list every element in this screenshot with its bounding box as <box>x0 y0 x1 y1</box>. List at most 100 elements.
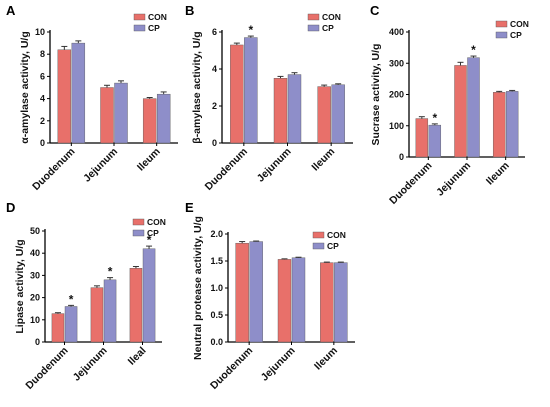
bar-cp-jejunum <box>114 82 128 144</box>
x-tick-label: Duodenum <box>203 146 250 193</box>
bar-cp-jejunum <box>467 57 480 158</box>
x-tick-label: Duodenum <box>30 146 77 193</box>
x-tick-label: Jejunum <box>255 146 294 185</box>
y-tick-label: 50 <box>30 226 40 236</box>
legend-swatch-cp <box>307 24 320 32</box>
y-tick-label: 6 <box>40 71 45 81</box>
y-tick-label: 0 <box>35 337 40 347</box>
panel-label-e: E <box>185 200 194 215</box>
y-tick-label: 0.5 <box>210 310 223 320</box>
y-tick-label: 300 <box>389 58 404 68</box>
bar-cp-jejunum <box>291 257 306 343</box>
x-tick-label: Duodenum <box>387 160 434 207</box>
y-tick-label: 4 <box>40 94 45 104</box>
significance-mark: * <box>147 233 152 247</box>
legend-swatch-con <box>495 20 508 28</box>
bar-con-jejunum <box>277 259 292 343</box>
bar-cp-jejunum <box>103 279 117 343</box>
legend-label-cp: CP <box>147 228 159 238</box>
legend-swatch-con <box>132 218 145 226</box>
x-tick-label: Ileum <box>309 146 337 174</box>
legend-label-cp: CP <box>322 23 334 33</box>
bar-cp-duodenum <box>428 124 442 158</box>
panel-label-c: C <box>370 3 380 18</box>
bar-con-ileum <box>317 86 331 144</box>
legend-swatch-con <box>307 13 320 21</box>
significance-mark: * <box>248 23 253 37</box>
bar-cp-ileum <box>334 262 348 343</box>
bar-con-ileum <box>142 98 157 144</box>
bar-con-duodenum <box>51 313 65 343</box>
bar-con-duodenum <box>235 242 249 343</box>
y-tick-label: 40 <box>30 248 40 258</box>
bar-con-jejunum <box>100 87 114 144</box>
legend-swatch-con <box>312 231 325 239</box>
significance-mark: * <box>69 292 74 306</box>
legend-label-con: CON <box>327 230 346 240</box>
bar-con-duodenum <box>57 49 72 144</box>
bar-con-duodenum <box>415 118 429 158</box>
x-tick-label: Jejunum <box>259 345 298 384</box>
bar-cp-ileal <box>142 248 156 343</box>
x-tick-label: Duodenum <box>23 345 70 392</box>
y-tick-label: 8 <box>40 49 45 59</box>
y-tick-label: 2 <box>40 116 45 126</box>
x-tick-label: Ileum <box>484 160 512 188</box>
y-tick-label: 4 <box>212 64 217 74</box>
y-tick-label: 30 <box>30 270 40 280</box>
bar-con-duodenum <box>230 44 244 144</box>
x-tick-label: Ileal <box>126 345 149 368</box>
bar-con-ileal <box>129 268 143 343</box>
legend-swatch-cp <box>132 229 145 237</box>
significance-mark: * <box>471 43 476 57</box>
legend-label-con: CON <box>148 12 167 22</box>
y-tick-label: 0 <box>40 138 45 148</box>
bar-cp-duodenum <box>64 306 78 343</box>
panel-label-b: B <box>185 3 194 18</box>
x-tick-label: Ileum <box>135 146 163 174</box>
y-tick-label: 0.0 <box>210 337 223 347</box>
bar-cp-ileum <box>505 91 519 158</box>
y-axis-title-d: Lipase activity, U/g <box>14 239 26 333</box>
legend-label-con: CON <box>147 217 166 227</box>
legend-swatch-cp <box>312 242 325 250</box>
legend-swatch-cp <box>495 31 508 39</box>
y-tick-label: 0 <box>399 152 404 162</box>
legend-label-cp: CP <box>510 30 522 40</box>
x-tick-label: Duodenum <box>208 345 255 392</box>
bar-cp-duodenum <box>71 42 86 144</box>
legend-swatch-cp <box>133 24 146 32</box>
y-tick-label: 10 <box>35 27 45 37</box>
y-tick-label: 10 <box>30 315 40 325</box>
bar-con-jejunum <box>90 287 104 343</box>
y-axis-title-a: α-amylase activity, U/g <box>19 31 31 143</box>
y-tick-label: 400 <box>389 27 404 37</box>
legend-label-con: CON <box>322 12 341 22</box>
y-tick-label: 200 <box>389 90 404 100</box>
bar-con-ileum <box>320 262 334 343</box>
y-tick-label: 2.0 <box>210 229 223 239</box>
bar-cp-jejunum <box>287 74 302 144</box>
panel-label-d: D <box>6 200 15 215</box>
y-axis-title-c: Sucrase activity, U/g <box>370 44 382 146</box>
x-tick-label: Jejunum <box>434 160 473 199</box>
bar-con-ileum <box>492 92 506 158</box>
legend-swatch-con <box>133 13 146 21</box>
bar-cp-duodenum <box>249 241 263 343</box>
legend-label-con: CON <box>510 19 529 29</box>
legend-label-cp: CP <box>148 23 160 33</box>
x-tick-label: Ileum <box>312 345 340 373</box>
panel-label-a: A <box>6 3 16 18</box>
significance-mark: * <box>432 111 437 125</box>
significance-mark: * <box>108 265 113 279</box>
y-axis-title-b: β-amylase activity, U/g <box>191 31 203 143</box>
y-tick-label: 20 <box>30 293 40 303</box>
bar-cp-duodenum <box>244 37 258 144</box>
y-axis-title-e: Neutral protease activity, U/g <box>192 216 204 360</box>
y-tick-label: 6 <box>212 27 217 37</box>
bar-cp-ileum <box>156 93 171 144</box>
x-tick-label: Jejunum <box>71 345 110 384</box>
y-tick-label: 2 <box>212 101 217 111</box>
legend-label-cp: CP <box>327 241 339 251</box>
